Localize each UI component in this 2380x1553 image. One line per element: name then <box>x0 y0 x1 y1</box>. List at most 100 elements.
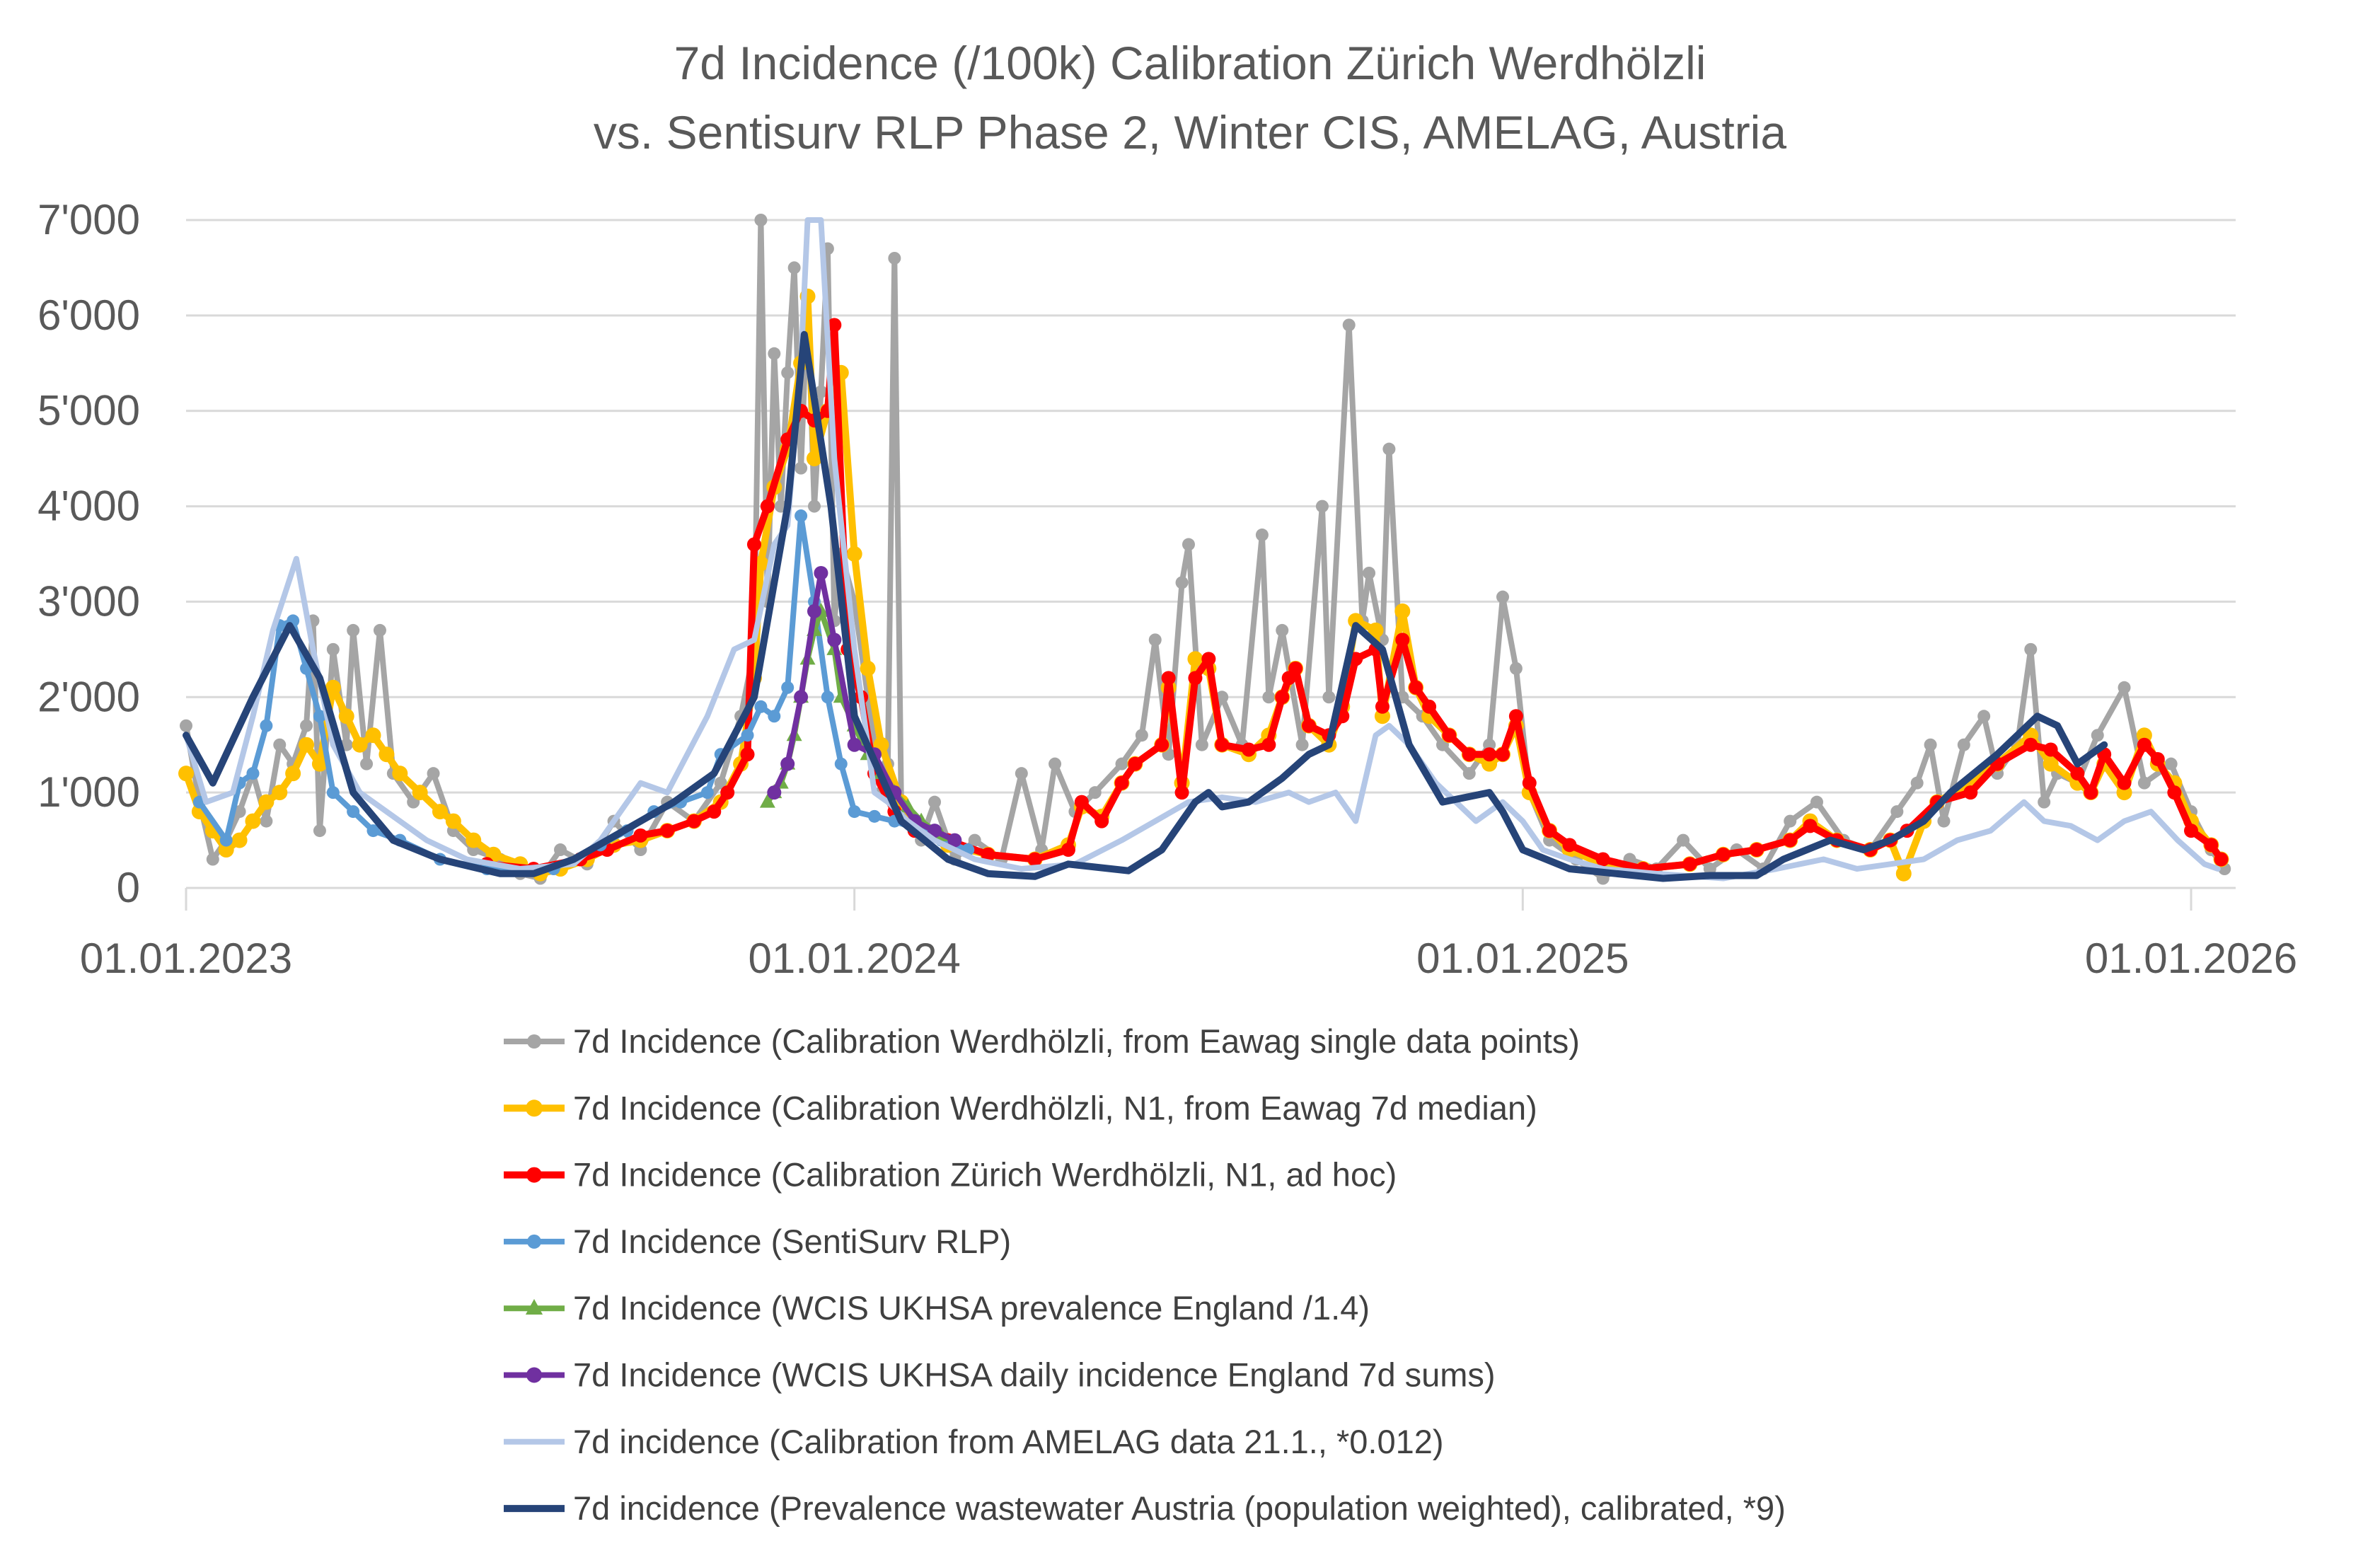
data-point <box>1049 757 1062 770</box>
data-point <box>1215 691 1229 704</box>
legend-item: 7d Incidence (Calibration Zürich Werdhöl… <box>504 1156 1397 1194</box>
data-point <box>1114 775 1129 790</box>
chart-subtitle: vs. Sentisurv RLP Phase 2, Winter CIS, A… <box>594 106 1786 158</box>
data-point <box>365 727 381 744</box>
data-point <box>1148 633 1162 647</box>
data-point <box>2091 729 2104 742</box>
data-point <box>1255 529 1269 542</box>
data-point <box>827 633 842 647</box>
data-point <box>1462 767 1476 780</box>
data-point <box>273 738 287 751</box>
data-point <box>781 366 795 379</box>
data-point <box>807 604 821 618</box>
data-point <box>373 623 386 637</box>
data-point <box>1201 652 1216 666</box>
data-point <box>1422 699 1437 714</box>
data-point <box>366 824 380 838</box>
data-point <box>2084 785 2098 800</box>
legend-label: 7d Incidence (WCIS UKHSA prevalence Engl… <box>573 1289 1370 1327</box>
data-point <box>1509 662 1523 675</box>
data-point <box>1963 785 1978 800</box>
data-point <box>767 785 782 800</box>
data-point <box>1261 737 1276 752</box>
data-point <box>360 757 374 770</box>
data-point <box>1088 786 1102 799</box>
data-point <box>299 737 315 753</box>
legend-label: 7d Incidence (Calibration Werdhölzli, N1… <box>573 1089 1537 1126</box>
data-point <box>2024 642 2038 656</box>
x-tick-label: 01.01.2024 <box>749 935 961 982</box>
data-point <box>1924 738 1937 751</box>
data-point <box>633 828 648 843</box>
data-point <box>231 832 248 848</box>
data-point <box>1483 738 1496 751</box>
data-point <box>1175 576 1189 589</box>
data-point <box>2214 852 2229 867</box>
data-point <box>347 623 360 637</box>
data-point <box>347 805 360 819</box>
data-point <box>260 719 273 732</box>
data-point <box>1161 671 1176 686</box>
data-point <box>180 719 192 732</box>
data-point <box>760 499 775 514</box>
data-point <box>2137 776 2151 790</box>
legend-label: 7d Incidence (SentiSurv RLP) <box>573 1223 1011 1260</box>
legend-label: 7d incidence (Calibration from AMELAG da… <box>573 1423 1444 1460</box>
data-point <box>325 679 341 695</box>
data-point <box>2164 757 2178 770</box>
data-point <box>821 691 834 704</box>
data-point <box>1188 671 1203 686</box>
data-point <box>1375 699 1390 714</box>
data-point <box>285 766 301 782</box>
data-point <box>714 776 727 790</box>
data-point <box>554 843 567 857</box>
legend-label: 7d Incidence (WCIS UKHSA daily incidence… <box>573 1356 1496 1394</box>
data-point <box>888 251 901 265</box>
data-point <box>1174 785 1189 800</box>
data-point <box>1027 852 1042 867</box>
data-point <box>1716 847 1731 862</box>
y-axis-ticks: 0 1'000 2'000 3'000 4'000 5'000 6'000 7'000 <box>37 196 140 911</box>
data-point <box>1195 738 1208 751</box>
data-point <box>1890 805 1904 819</box>
data-point <box>1342 318 1356 332</box>
legend-marker <box>525 1299 543 1315</box>
legend-label: 7d incidence (Prevalence wastewater Aust… <box>573 1489 1786 1527</box>
data-point <box>300 719 313 732</box>
data-point <box>1749 843 1764 858</box>
legend-item: 7d Incidence (Calibration Werdhölzli, fr… <box>504 1022 1580 1060</box>
data-point <box>768 347 781 360</box>
series-8 <box>183 330 2108 882</box>
data-point <box>2043 742 2058 757</box>
data-point <box>392 766 408 782</box>
data-point <box>1910 776 1924 790</box>
legend: 7d Incidence (Calibration Werdhölzli, fr… <box>504 1022 1786 1527</box>
legend-item: 7d incidence (Prevalence wastewater Aust… <box>504 1489 1786 1527</box>
y-tick-label: 4'000 <box>37 483 140 530</box>
data-point <box>768 710 781 723</box>
data-point <box>660 824 675 838</box>
data-point <box>848 805 861 819</box>
data-point <box>218 842 234 858</box>
y-tick-label: 7'000 <box>37 196 140 243</box>
data-point <box>1496 590 1509 604</box>
legend-label: 7d Incidence (Calibration Zürich Werdhöl… <box>573 1156 1397 1194</box>
data-point <box>814 385 828 398</box>
data-point <box>1677 833 1690 847</box>
data-point <box>1363 566 1376 579</box>
data-point <box>1957 738 1970 751</box>
data-point <box>432 804 448 820</box>
data-point <box>1803 819 1818 833</box>
data-point <box>1302 718 1317 733</box>
data-point <box>427 767 440 780</box>
series-line <box>183 217 2221 882</box>
data-point <box>1182 538 1195 551</box>
data-point <box>326 642 340 656</box>
data-point <box>2117 775 2132 790</box>
data-point <box>1977 710 1991 723</box>
data-point <box>338 708 354 724</box>
data-point <box>313 710 326 723</box>
legend-item: 7d Incidence (Calibration Werdhölzli, N1… <box>504 1089 1537 1126</box>
data-point <box>379 746 395 763</box>
